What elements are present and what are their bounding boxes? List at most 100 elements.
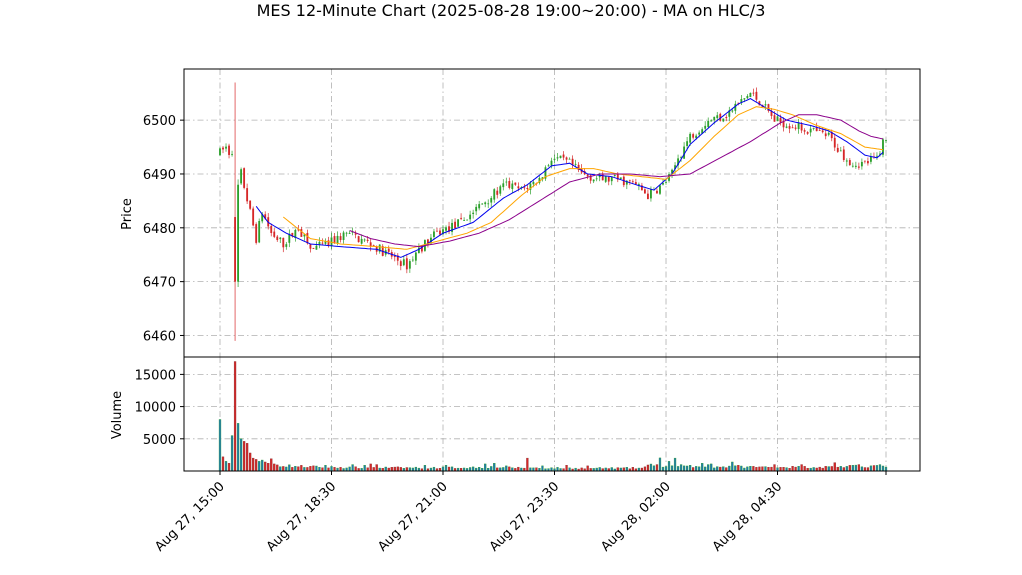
candle-body	[577, 164, 580, 171]
volume-bar	[616, 467, 619, 472]
volume-bar	[393, 466, 396, 472]
volume-bar	[845, 466, 848, 472]
volume-bar	[625, 467, 628, 472]
volume-bar	[746, 466, 749, 472]
volume-bar	[249, 452, 252, 472]
candle-body	[529, 183, 532, 190]
volume-bar	[324, 465, 327, 472]
volume-bar	[239, 438, 243, 472]
volume-bar	[767, 466, 770, 472]
candle-body	[794, 127, 797, 129]
volume-bar	[704, 466, 707, 472]
volume-bar	[414, 466, 418, 472]
candle-body	[650, 189, 652, 199]
candle-body	[836, 147, 839, 152]
candle-body	[710, 120, 713, 122]
volume-bar	[701, 463, 704, 472]
volume-bar	[652, 465, 656, 472]
candle-body	[261, 213, 264, 222]
candle-body	[713, 116, 716, 120]
candle-body	[695, 135, 698, 139]
candle-body	[360, 238, 363, 244]
candle-body	[430, 237, 432, 244]
candle-body	[327, 240, 330, 246]
candle-body	[336, 235, 339, 244]
volume-bar	[221, 456, 225, 472]
candle-body	[303, 234, 306, 237]
candle-body	[526, 187, 529, 190]
volume-bar	[351, 464, 354, 472]
candle-body	[728, 110, 731, 117]
volume-bar	[450, 466, 454, 472]
candle-body	[472, 212, 475, 215]
candle-body	[351, 231, 354, 233]
candle-body	[857, 166, 860, 168]
volume-bar	[881, 465, 885, 472]
volume-bar	[273, 463, 276, 472]
volume-bar	[363, 465, 366, 472]
volume-bar	[586, 465, 589, 472]
candle-body	[297, 229, 300, 231]
candle-body	[460, 217, 463, 219]
candle-body	[387, 248, 390, 252]
volume-bar	[716, 466, 719, 472]
volume-bar	[447, 466, 451, 472]
candle-body	[237, 184, 240, 282]
candle-body	[646, 193, 649, 200]
volume-bar	[291, 467, 294, 472]
candle-body	[674, 165, 676, 170]
candle-body	[677, 158, 679, 166]
candle-body	[402, 259, 405, 266]
candle-body	[523, 187, 526, 189]
volume-bar	[372, 467, 375, 472]
volume-bar	[218, 419, 222, 472]
volume-bar	[710, 463, 713, 472]
candle-body	[243, 168, 246, 188]
candle-body	[704, 125, 707, 129]
volume-bar	[285, 466, 288, 472]
x-axis: Aug 27, 15:00 Aug 27, 18:30 Aug 27, 21:00 A…	[152, 471, 887, 555]
volume-bar	[224, 461, 228, 472]
candle-body	[686, 141, 689, 147]
candle-body	[484, 202, 487, 205]
volume-bar	[294, 466, 297, 472]
candle-body	[637, 184, 640, 186]
candle-body	[625, 180, 628, 185]
candle-body	[568, 158, 571, 160]
volume-bar	[565, 465, 568, 472]
candle-body	[300, 229, 303, 237]
volume-panel: 5000 10000 15000 Volume	[110, 356, 921, 472]
volume-bar	[478, 467, 481, 472]
volume-frame	[183, 356, 921, 472]
candle-body	[357, 236, 360, 243]
candle-body	[318, 241, 321, 245]
candle-body	[797, 122, 800, 130]
candle-body	[701, 129, 704, 134]
candle-body	[562, 154, 565, 158]
candle-body	[417, 247, 420, 254]
candle-body	[656, 190, 658, 194]
volume-bar	[794, 466, 797, 472]
candle-body	[433, 231, 435, 237]
volume-bar	[655, 464, 659, 472]
candle-body	[698, 132, 701, 135]
volume-bars	[218, 361, 888, 472]
candle-body	[538, 177, 541, 183]
volume-bar	[740, 465, 743, 472]
volume-bar	[315, 465, 318, 472]
volume-grid	[184, 357, 920, 471]
volume-bar	[692, 467, 695, 472]
moving-average-line	[349, 114, 884, 248]
candle-body	[815, 127, 818, 132]
volume-bar	[550, 467, 553, 472]
candle-body	[487, 203, 490, 205]
candle-body	[252, 208, 255, 226]
volume-bar	[348, 466, 351, 472]
candle-body	[734, 103, 737, 111]
volume-bar	[770, 466, 773, 472]
candle-body	[592, 179, 595, 182]
candle-body	[550, 160, 553, 166]
volume-bar	[233, 361, 237, 472]
candle-body	[716, 115, 719, 119]
candle-body	[800, 124, 803, 131]
